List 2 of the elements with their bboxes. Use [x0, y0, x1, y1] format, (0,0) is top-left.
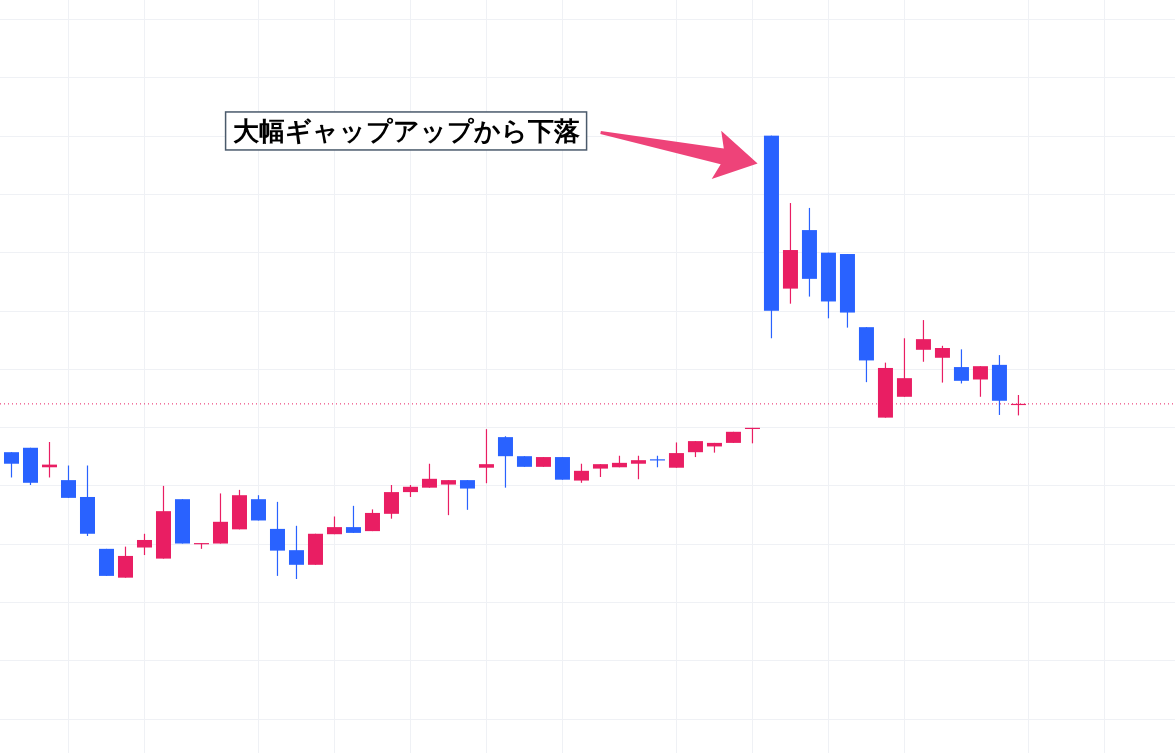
- annotation: 大幅ギャップアップから下落: [224, 111, 588, 151]
- annotation: 大幅ギャップアップから下落: [232, 115, 580, 146]
